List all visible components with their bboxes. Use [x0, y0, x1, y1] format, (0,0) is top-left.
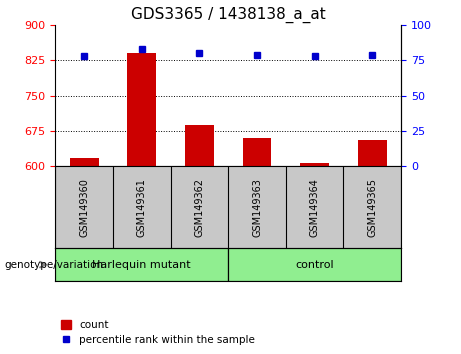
Text: GSM149364: GSM149364 [310, 178, 319, 236]
Text: control: control [296, 259, 334, 270]
Bar [300, 162, 329, 166]
Text: GSM149360: GSM149360 [79, 178, 89, 236]
Bar [228, 248, 401, 281]
Bar [242, 138, 272, 166]
Text: GSM149365: GSM149365 [367, 178, 377, 236]
Text: GSM149362: GSM149362 [195, 178, 204, 236]
Text: GSM149361: GSM149361 [137, 178, 147, 236]
Text: Harlequin mutant: Harlequin mutant [93, 259, 191, 270]
Bar [70, 158, 99, 166]
Bar [358, 141, 387, 166]
Text: genotype/variation: genotype/variation [5, 259, 104, 270]
Bar [185, 125, 214, 166]
Bar [55, 248, 228, 281]
Bar [127, 53, 156, 166]
Legend: count, percentile rank within the sample: count, percentile rank within the sample [60, 320, 255, 345]
Text: GSM149363: GSM149363 [252, 178, 262, 236]
Title: GDS3365 / 1438138_a_at: GDS3365 / 1438138_a_at [131, 7, 325, 23]
